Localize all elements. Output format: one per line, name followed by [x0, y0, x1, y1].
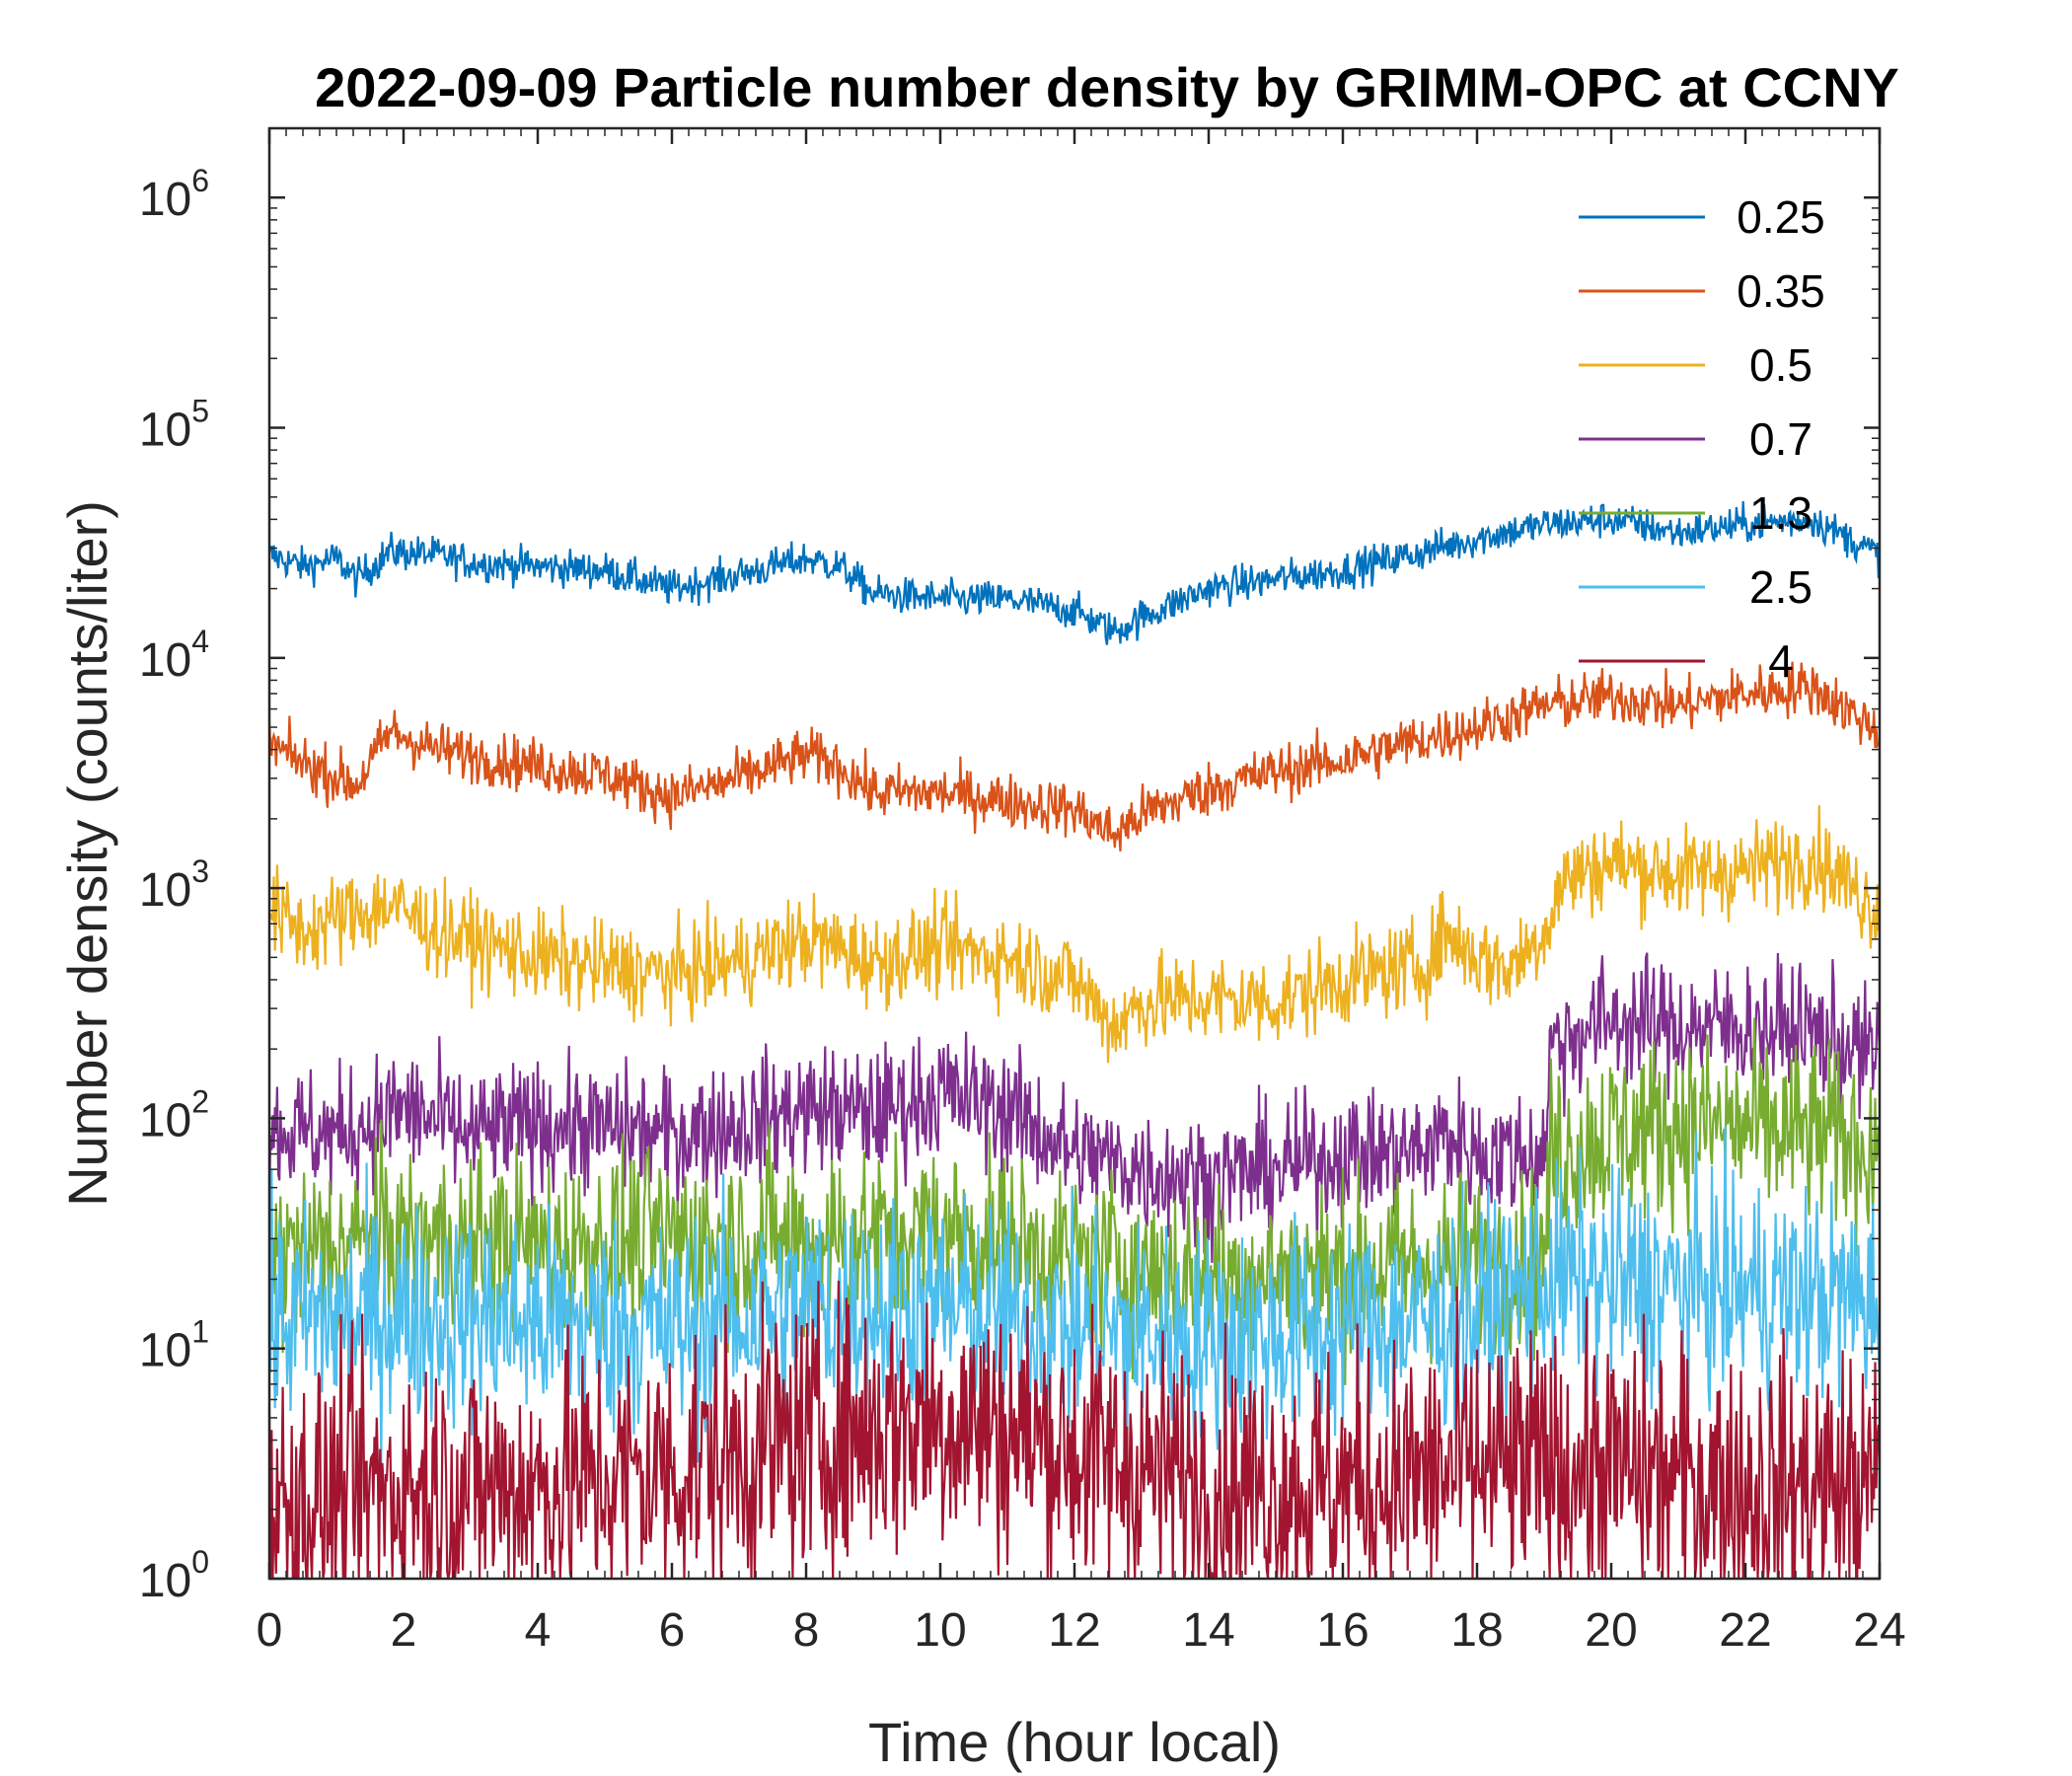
x-tick-label: 4: [525, 1604, 552, 1657]
x-tick-label: 10: [914, 1604, 966, 1657]
x-axis-label: Time (hour local): [868, 1711, 1281, 1773]
y-tick-label: 105: [139, 394, 209, 457]
x-tick-label: 6: [659, 1604, 686, 1657]
x-tick-label: 20: [1585, 1604, 1637, 1657]
series-line-2: [268, 805, 1882, 1064]
legend-label: 0.25: [1737, 191, 1825, 243]
plot-frame: [267, 126, 1882, 1581]
chart-title: 2022-09-09 Particle number density by GR…: [315, 56, 1899, 118]
x-tick-label: 2: [391, 1604, 417, 1657]
legend-label: 0.7: [1749, 413, 1813, 465]
y-tick-label: 100: [139, 1544, 209, 1607]
x-tick-label: 0: [257, 1604, 283, 1657]
legend-label: 4: [1768, 635, 1794, 687]
x-tick-label: 14: [1182, 1604, 1234, 1657]
series-line-6: [267, 1281, 1882, 1581]
x-tick-label: 16: [1316, 1604, 1369, 1657]
x-tick-label: 24: [1853, 1604, 1905, 1657]
series-line-0: [267, 500, 1882, 645]
legend-label: 0.5: [1749, 339, 1813, 391]
legend-label: 2.5: [1749, 561, 1813, 613]
legend-label: 0.35: [1737, 265, 1825, 317]
x-tick-label: 18: [1450, 1604, 1503, 1657]
legend-label: 1.3: [1749, 487, 1813, 539]
series-line-1: [267, 661, 1880, 851]
y-tick-label: 103: [139, 853, 209, 917]
series-group: [267, 500, 1882, 1581]
y-tick-label: 104: [139, 624, 209, 687]
x-tick-label: 8: [793, 1604, 820, 1657]
y-axis-label: Number density (counts/liter): [56, 500, 118, 1207]
y-tick-labels: 100 101 102 103 104 105 106: [139, 163, 209, 1607]
legend: 0.25 0.35 0.5 0.7 1.3 2.5 4: [1579, 191, 1825, 687]
y-tick-label: 106: [139, 163, 209, 226]
y-tick-label: 101: [139, 1314, 209, 1377]
series-line-3: [267, 952, 1882, 1263]
x-tick-label: 12: [1048, 1604, 1100, 1657]
x-tick-labels: 0 2 4 6 8 10 12 14 16 18 20 22 24: [257, 1604, 1906, 1657]
y-tick-label: 102: [139, 1083, 209, 1147]
x-tick-label: 22: [1719, 1604, 1771, 1657]
